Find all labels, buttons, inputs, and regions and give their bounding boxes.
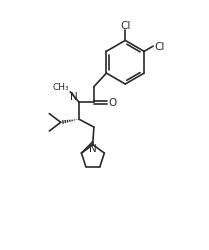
Text: N: N (70, 91, 78, 101)
Text: O: O (109, 98, 117, 108)
Text: CH₃: CH₃ (53, 82, 69, 92)
Text: N: N (89, 144, 97, 154)
Text: Cl: Cl (154, 42, 164, 52)
Text: Cl: Cl (120, 20, 130, 30)
